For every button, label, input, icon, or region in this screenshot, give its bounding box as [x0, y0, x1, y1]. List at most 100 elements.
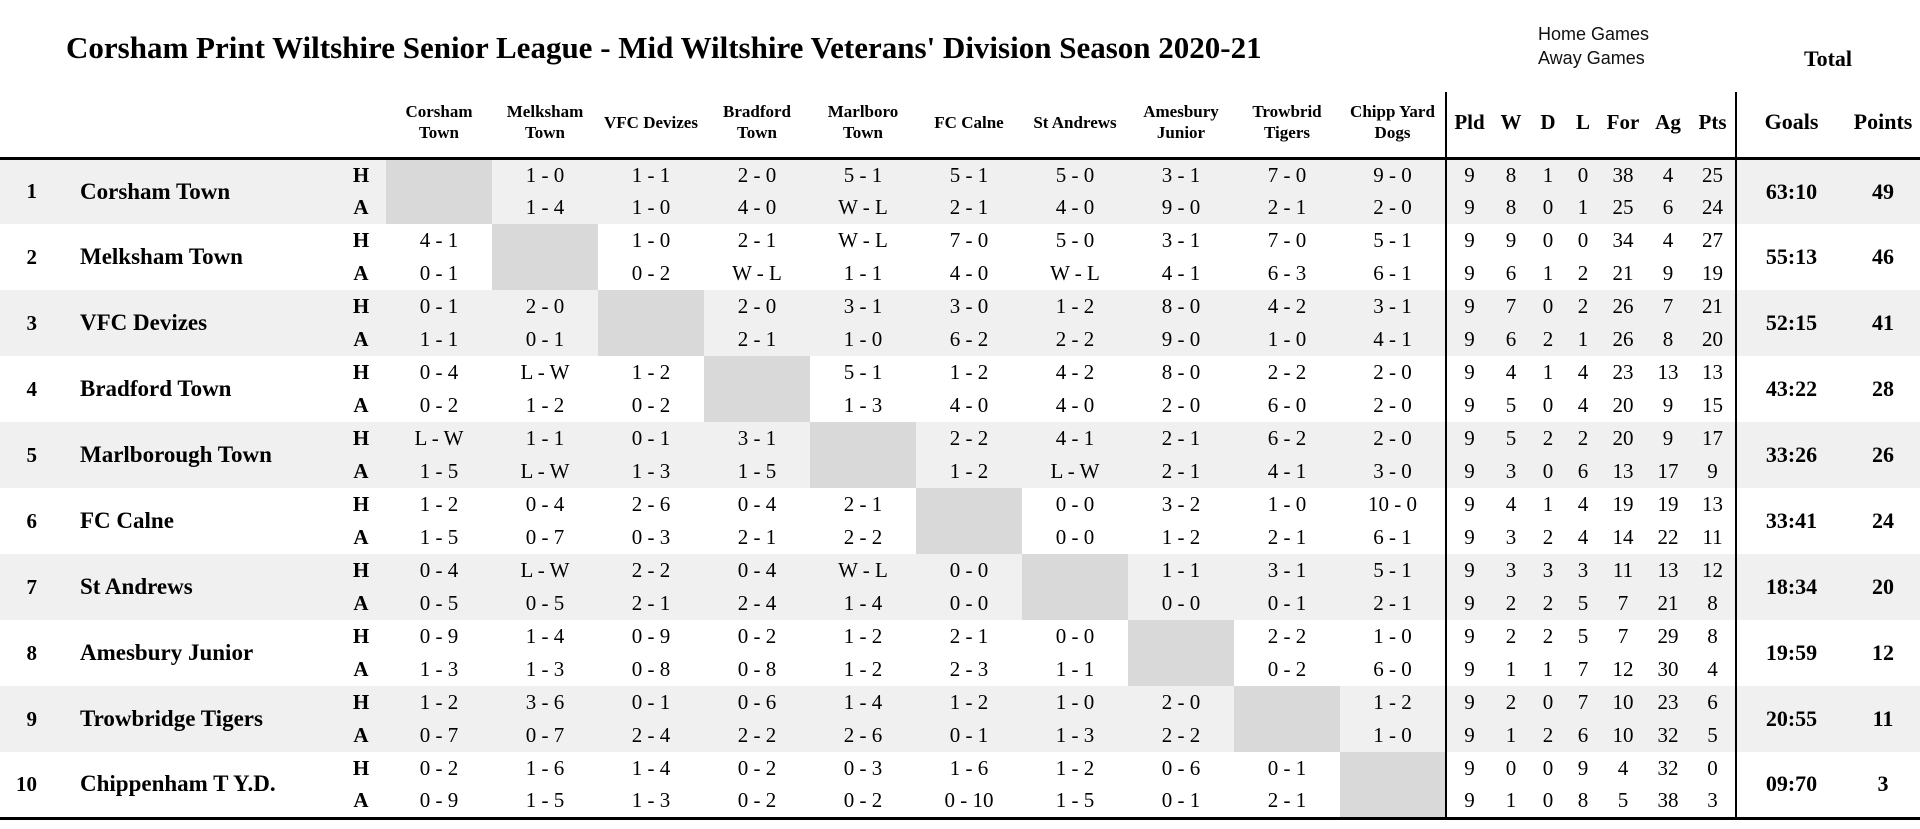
away-result-cell: 0 - 1: [916, 719, 1022, 752]
away-result-cell: 2 - 0: [1340, 191, 1446, 224]
home-stat-d: 3: [1530, 554, 1566, 587]
team-row-away: A 1 - 3 1 - 3 0 - 8 0 - 8 1 - 2 2 - 3 1 - 1 0 - …: [0, 653, 1920, 686]
self-match-cell: [1128, 620, 1234, 686]
home-stat-ag: 13: [1646, 554, 1690, 587]
column-header-opponent-5: Marlboro Town: [810, 92, 916, 160]
away-stat-for: 14: [1612, 525, 1634, 549]
away-result-cell: 2 - 6: [810, 719, 916, 752]
home-result-cell: 2 - 2: [598, 554, 704, 587]
away-stat-pts: 20: [1690, 323, 1736, 356]
away-result-cell: 1 - 3: [843, 393, 883, 417]
away-stat-pts: 24: [1690, 191, 1736, 224]
away-result-cell: 1 - 0: [810, 323, 916, 356]
away-stat-ag: 21: [1646, 587, 1690, 620]
home-row-label: H: [352, 492, 370, 516]
team-rank: 5: [0, 422, 46, 488]
away-stat-pts: 19: [1702, 261, 1723, 285]
home-stat-d: 0: [1542, 228, 1554, 252]
home-stat-for: 38: [1600, 158, 1646, 191]
home-stat-for: 10: [1600, 686, 1646, 719]
home-stat-w: 2: [1505, 624, 1517, 648]
home-stat-w: 4: [1505, 492, 1517, 516]
home-stat-d: 1: [1542, 360, 1554, 384]
home-result-cell: 1 - 4: [525, 624, 565, 648]
away-stat-l: 4: [1577, 525, 1589, 549]
self-match-cell: [598, 290, 704, 356]
home-result-cell: 0 - 2: [737, 624, 777, 648]
column-header-pld: Pld: [1445, 92, 1492, 160]
away-stat-pts: 15: [1702, 393, 1723, 417]
away-result-cell: 0 - 1: [419, 261, 459, 285]
away-result-cell: 0 - 1: [492, 323, 598, 356]
goals-total: 20:55: [1735, 686, 1846, 752]
home-result-cell: 3 - 1: [1234, 554, 1340, 587]
home-result-cell: 4 - 2: [1234, 290, 1340, 323]
home-result-cell: 1 - 0: [631, 228, 671, 252]
home-stat-pld: 9: [1445, 620, 1492, 653]
away-stat-pld: 9: [1445, 587, 1492, 620]
home-stat-for: 4: [1617, 756, 1629, 780]
home-result-cell: 3 - 1: [704, 422, 810, 455]
home-result-cell: 5 - 1: [843, 360, 883, 384]
away-stat-ag: 17: [1646, 455, 1690, 488]
away-result-cell: 0 - 0: [1128, 587, 1234, 620]
home-stat-pts: 8: [1707, 624, 1718, 648]
goals-total: 55:13: [1735, 224, 1846, 290]
home-result-cell: 7 - 0: [1234, 158, 1340, 191]
away-result-cell: 0 - 0: [1055, 525, 1095, 549]
away-result-cell: 2 - 2: [1128, 719, 1234, 752]
home-result-cell: 8 - 0: [1161, 360, 1201, 384]
home-result-cell: 2 - 0: [704, 158, 810, 191]
away-row-label: A: [336, 587, 386, 620]
home-stat-pld: 9: [1445, 422, 1492, 455]
away-result-cell: 1 - 1: [386, 323, 492, 356]
home-result-cell: 5 - 0: [1055, 228, 1095, 252]
self-match-cell: [1022, 554, 1128, 620]
column-header-ag: Ag: [1646, 92, 1690, 160]
away-result-cell: 0 - 7: [492, 719, 598, 752]
home-stat-w: 5: [1492, 422, 1530, 455]
home-result-cell: 0 - 1: [598, 686, 704, 719]
away-result-cell: 1 - 2: [843, 657, 883, 681]
home-stat-l: 4: [1577, 360, 1589, 384]
away-stat-pld: 9: [1445, 719, 1492, 752]
home-result-cell: 2 - 0: [1128, 686, 1234, 719]
away-stat-for: 26: [1600, 323, 1646, 356]
home-stat-l: 0: [1566, 158, 1600, 191]
points-total: 26: [1846, 422, 1920, 488]
away-result-cell: 1 - 0: [1340, 719, 1446, 752]
self-match-cell: [1340, 752, 1446, 818]
away-result-cell: 0 - 10: [944, 788, 994, 813]
away-result-cell: 2 - 3: [949, 657, 989, 681]
home-stat-ag: 23: [1646, 686, 1690, 719]
away-result-cell: 4 - 0: [704, 191, 810, 224]
away-stat-d: 1: [1542, 261, 1554, 285]
corner-blank-rank: [0, 92, 46, 160]
home-result-cell: 3 - 1: [1340, 290, 1446, 323]
home-result-cell: 5 - 1: [810, 158, 916, 191]
home-result-cell: 0 - 4: [704, 554, 810, 587]
away-row-label: A: [353, 393, 369, 417]
home-stat-w: 3: [1492, 554, 1530, 587]
away-stat-w: 5: [1505, 393, 1517, 417]
home-result-cell: L - W: [386, 422, 492, 455]
home-stat-pld: 9: [1445, 488, 1492, 521]
home-result-cell: 2 - 1: [949, 624, 989, 648]
away-stat-d: 2: [1530, 323, 1566, 356]
home-result-cell: 3 - 1: [1161, 228, 1201, 252]
away-result-cell: 1 - 5: [419, 525, 459, 549]
home-result-cell: 3 - 1: [1128, 158, 1234, 191]
home-result-cell: 0 - 1: [598, 422, 704, 455]
home-result-cell: 1 - 2: [1055, 756, 1095, 780]
home-result-cell: 3 - 2: [1161, 492, 1201, 516]
away-stat-d: 2: [1530, 719, 1566, 752]
home-result-cell: 1 - 0: [1373, 624, 1412, 648]
away-result-cell: 0 - 9: [419, 788, 459, 813]
away-stat-l: 8: [1577, 788, 1589, 813]
home-result-cell: 1 - 2: [419, 492, 459, 516]
away-stat-w: 6: [1492, 323, 1530, 356]
column-header-opponent-6: FC Calne: [916, 92, 1022, 160]
home-result-cell: 4 - 2: [1055, 360, 1095, 384]
